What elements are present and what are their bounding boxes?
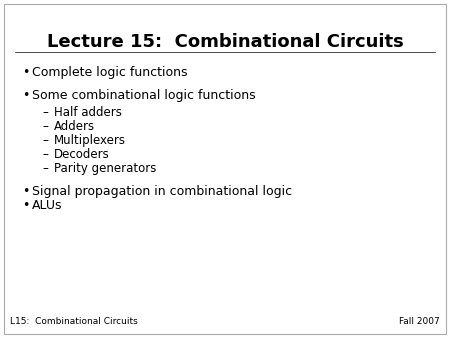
Text: –: –	[42, 134, 48, 147]
Text: Signal propagation in combinational logic: Signal propagation in combinational logi…	[32, 185, 292, 198]
Text: Parity generators: Parity generators	[54, 162, 157, 175]
Text: L15:  Combinational Circuits: L15: Combinational Circuits	[10, 317, 138, 326]
Text: Decoders: Decoders	[54, 148, 110, 161]
Text: •: •	[22, 185, 29, 198]
Text: –: –	[42, 162, 48, 175]
Text: Half adders: Half adders	[54, 106, 122, 119]
Text: •: •	[22, 89, 29, 102]
Text: Some combinational logic functions: Some combinational logic functions	[32, 89, 256, 102]
Text: Adders: Adders	[54, 120, 95, 133]
Text: Complete logic functions: Complete logic functions	[32, 66, 188, 79]
Text: Multiplexers: Multiplexers	[54, 134, 126, 147]
Text: Fall 2007: Fall 2007	[399, 317, 440, 326]
Text: –: –	[42, 120, 48, 133]
Text: Lecture 15:  Combinational Circuits: Lecture 15: Combinational Circuits	[47, 33, 403, 51]
Text: –: –	[42, 148, 48, 161]
Text: –: –	[42, 106, 48, 119]
Text: •: •	[22, 66, 29, 79]
Text: ALUs: ALUs	[32, 199, 63, 212]
Text: •: •	[22, 199, 29, 212]
